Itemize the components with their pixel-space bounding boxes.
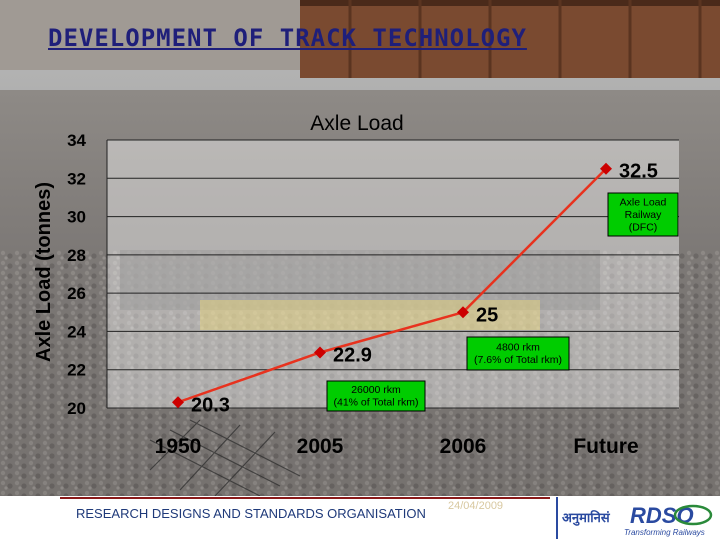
y-tick-label: 28 bbox=[67, 246, 86, 265]
axle-load-series: 20.3 22.9 25 32.5 bbox=[172, 161, 658, 416]
y-tick-label: 32 bbox=[67, 169, 86, 188]
footer-organisation: RESEARCH DESIGNS AND STANDARDS ORGANISAT… bbox=[76, 506, 426, 521]
annotation-box bbox=[466, 336, 570, 371]
logo-swoosh-icon bbox=[673, 504, 713, 526]
series-line bbox=[177, 167, 607, 404]
rdso-logo: अनुमानिसं RDSO Transforming Railways bbox=[556, 497, 720, 539]
x-tick-label: Future bbox=[573, 435, 638, 458]
annotation-text: Railway bbox=[625, 209, 663, 221]
slide-title: DEVELOPMENT OF TRACK TECHNOLOGY bbox=[48, 24, 527, 52]
plot-area bbox=[107, 140, 679, 408]
x-tick-labels: 1950 2005 2006 Future bbox=[155, 435, 639, 458]
data-label: 32.5 bbox=[619, 161, 658, 183]
annotation-text: Axle Load bbox=[620, 196, 667, 208]
annotation-text: 4800 rkm bbox=[496, 342, 540, 354]
x-tick-label: 2006 bbox=[440, 435, 487, 458]
logo-tagline: Transforming Railways bbox=[624, 528, 705, 537]
annotation-text: (41% of Total rkm) bbox=[334, 397, 419, 409]
annotation-text: 26000 rkm bbox=[351, 384, 401, 396]
data-label: 22.9 bbox=[333, 344, 372, 366]
annotation-text: (7.6% of Total rkm) bbox=[474, 354, 562, 366]
x-tick-label: 2005 bbox=[297, 435, 344, 458]
chart-title: Axle Load bbox=[310, 112, 403, 135]
data-point-marker bbox=[314, 346, 326, 359]
annotation-box bbox=[326, 380, 426, 412]
data-point-marker bbox=[172, 396, 184, 409]
y-tick-label: 20 bbox=[67, 399, 86, 418]
footer-divider bbox=[60, 497, 550, 499]
data-point-marker bbox=[600, 162, 612, 175]
x-tick-label: 1950 bbox=[155, 435, 202, 458]
data-point-marker bbox=[457, 306, 469, 319]
y-tick-label: 30 bbox=[67, 208, 86, 227]
y-tick-label: 22 bbox=[67, 361, 86, 380]
y-tick-label: 26 bbox=[67, 284, 86, 303]
y-tick-labels: 20 22 24 26 28 30 32 34 bbox=[67, 131, 86, 418]
data-label: 25 bbox=[476, 304, 498, 326]
y-axis-label: Axle Load (tonnes) bbox=[33, 182, 55, 362]
data-label: 20.3 bbox=[191, 394, 230, 416]
y-tick-label: 34 bbox=[67, 131, 86, 150]
y-tick-label: 24 bbox=[67, 322, 86, 341]
logo-hindi-text: अनुमानिसं bbox=[562, 510, 611, 526]
annotation-text: (DFC) bbox=[629, 221, 658, 233]
footer-date: 24/04/2009 bbox=[448, 500, 504, 512]
annotations: 26000 rkm(41% of Total rkm) 4800 rkm(7.6%… bbox=[326, 192, 679, 412]
annotation-box bbox=[607, 192, 679, 237]
